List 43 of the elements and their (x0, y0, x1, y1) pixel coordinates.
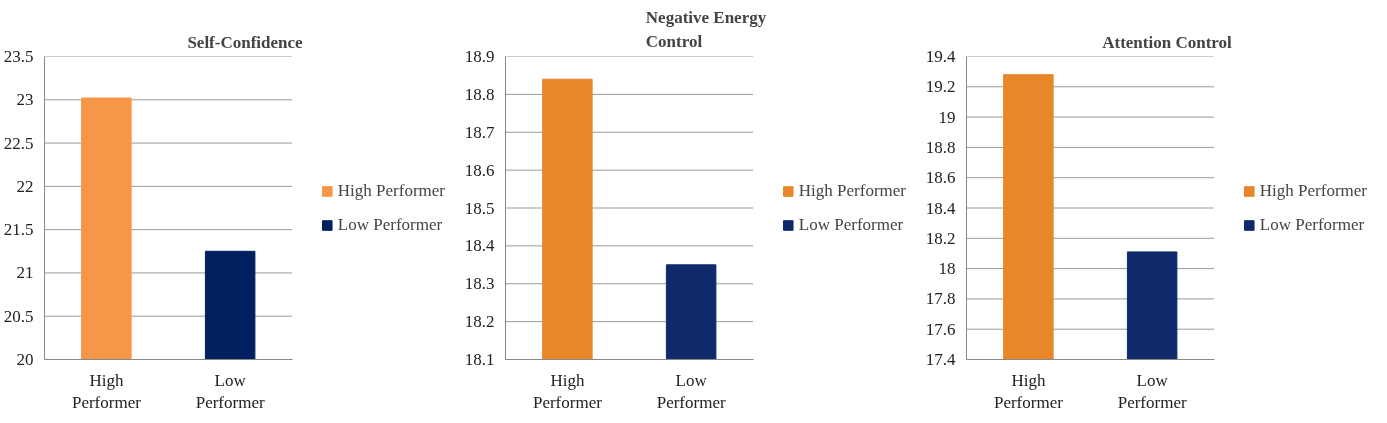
y-tick-label: 18.2 (925, 228, 956, 248)
legend-label: Low Performer (337, 214, 443, 235)
x-tick-label: High Performer (71, 370, 142, 413)
y-tick-label: 21 (16, 263, 34, 283)
y-tick-label: 18.3 (464, 274, 495, 294)
y-tick-label: 17.6 (925, 319, 956, 339)
y-tick-label: 18.2 (464, 312, 495, 332)
x-tick-label: Low Performer (656, 370, 726, 413)
chart-title: Attention Control (1102, 32, 1233, 52)
y-tick-label: 22 (16, 176, 34, 196)
y-tick-label: 18.9 (464, 47, 495, 66)
y-tick-label: 18.1 (464, 350, 495, 369)
y-tick-label: 18.8 (925, 137, 956, 157)
y-tick-label: 23 (16, 90, 34, 110)
x-tick-label: High Performer (993, 370, 1064, 413)
y-tick-label: 18.5 (464, 198, 495, 218)
y-tick-label: 18.4 (464, 236, 495, 256)
x-tick-label: High Performer (532, 370, 603, 413)
y-tick-label: 17.4 (925, 350, 956, 369)
chart-title: Negative Energy Control (645, 7, 767, 52)
y-tick-label: 20 (16, 350, 34, 369)
legend-label: High Performer (1259, 180, 1367, 201)
y-tick-label: 18.6 (464, 160, 495, 180)
legend-label: High Performer (337, 180, 445, 201)
y-tick-label: 21.5 (3, 220, 34, 240)
y-tick-label: 19.4 (925, 47, 956, 66)
x-tick-label: Low Performer (1117, 370, 1187, 413)
y-tick-label: 19.2 (925, 77, 956, 97)
y-tick-label: 18.7 (464, 122, 495, 142)
legend-label: Low Performer (798, 214, 904, 235)
y-tick-label: 19 (938, 107, 956, 127)
y-tick-label: 20.5 (3, 306, 34, 326)
y-tick-label: 18.8 (464, 84, 495, 104)
y-tick-label: 18.4 (925, 198, 956, 218)
y-tick-label: 18.6 (925, 168, 956, 188)
x-tick-label: Low Performer (195, 370, 265, 413)
y-tick-label: 17.8 (925, 289, 956, 309)
y-tick-label: 22.5 (3, 133, 34, 153)
legend-label: Low Performer (1259, 214, 1365, 235)
chart-title: Self-Confidence (187, 32, 304, 52)
y-tick-label: 18 (938, 259, 956, 279)
y-tick-label: 23.5 (3, 47, 34, 66)
legend-label: High Performer (798, 180, 906, 201)
